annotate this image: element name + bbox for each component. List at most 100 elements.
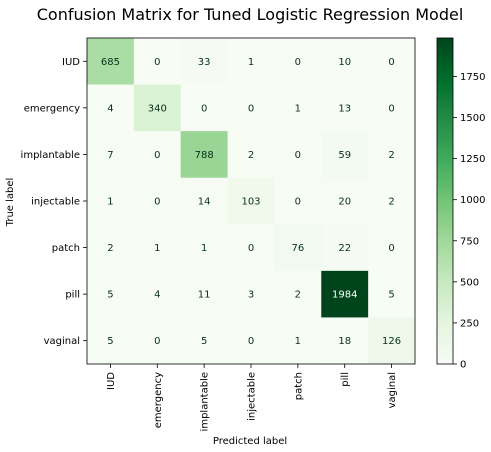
x-tick-label: IUD [106, 372, 117, 390]
heatmap-cell [274, 224, 322, 272]
heatmap-cell [133, 177, 182, 225]
x-tick-label: injectable [247, 372, 258, 421]
colorbar-tick-label: 1250 [460, 154, 485, 165]
y-tick-label: emergency [24, 103, 80, 114]
heatmap-cell [368, 177, 416, 225]
cell-value-label: 1 [201, 243, 207, 254]
heatmap-cell [87, 224, 135, 272]
colorbar-tick-label: 750 [460, 236, 479, 247]
heatmap-cell [180, 84, 229, 132]
heatmap-cell [368, 84, 416, 132]
cell-value-label: 11 [198, 290, 211, 301]
heatmap-cell [87, 177, 135, 225]
heatmap-cell [321, 224, 369, 272]
cell-value-label: 4 [107, 103, 113, 114]
heatmap-cell [274, 84, 322, 132]
heatmap-cell [180, 38, 229, 86]
cell-value-label: 3 [248, 290, 254, 301]
heatmap-cell [87, 131, 135, 179]
cell-value-label: 1 [107, 197, 113, 208]
cell-value-label: 126 [382, 336, 401, 347]
heatmap-cell [133, 38, 182, 86]
cell-value-label: 788 [195, 150, 214, 161]
cell-value-label: 0 [154, 336, 160, 347]
y-axis-label: True label [5, 178, 16, 228]
colorbar-tick-label: 1750 [460, 72, 485, 83]
cell-value-label: 0 [388, 243, 394, 254]
heatmap-cell [227, 224, 275, 272]
colorbar-tick-label: 1500 [460, 113, 485, 124]
cell-value-label: 0 [295, 197, 301, 208]
cell-value-label: 0 [388, 57, 394, 68]
cell-value-label: 2 [107, 243, 113, 254]
heatmap-cell [227, 84, 275, 132]
heatmap-cell [133, 84, 182, 132]
cell-value-label: 0 [154, 57, 160, 68]
cell-value-label: 1 [295, 336, 301, 347]
heatmap-cell [368, 38, 416, 86]
heatmap-cell [180, 317, 229, 365]
x-tick-label: patch [293, 372, 304, 400]
y-tick-label: patch [52, 243, 80, 254]
heatmap-cell [227, 38, 275, 86]
cell-value-label: 22 [338, 243, 351, 254]
heatmap-cell [227, 317, 275, 365]
heatmap-cell [227, 270, 275, 318]
cell-value-label: 59 [338, 150, 351, 161]
heatmap-cell [321, 317, 369, 365]
colorbar-tick-label: 250 [460, 318, 479, 329]
cell-value-label: 0 [154, 150, 160, 161]
x-tick-label: implantable [200, 372, 211, 431]
colorbar: 0 250 500 750 1000 1250 1500 1750 [436, 37, 485, 371]
heatmap-cell [87, 317, 135, 365]
x-tick-label: emergency [153, 372, 164, 428]
cell-value-label: 5 [388, 290, 394, 301]
cell-value-label: 0 [388, 103, 394, 114]
cell-value-label: 76 [291, 243, 304, 254]
heatmap-cell [321, 131, 369, 179]
cell-value-label: 685 [101, 57, 120, 68]
y-tick-label: vaginal [44, 336, 80, 347]
cell-value-label: 0 [154, 197, 160, 208]
heatmap-group: 685 0 33 1 0 10 04 340 0 0 1 13 07 0 788 2 0 59 21 0 14 103 0 2… [86, 37, 416, 365]
cell-value-label: 2 [388, 197, 394, 208]
chart-title: Confusion Matrix for Tuned Logistic Regr… [37, 5, 464, 24]
heatmap-cell [87, 38, 135, 86]
heatmap-cell [274, 38, 322, 86]
colorbar-tick-label: 1000 [460, 195, 485, 206]
cell-value-label: 0 [201, 103, 207, 114]
heatmap-cell [274, 317, 322, 365]
heatmap-cell [133, 317, 182, 365]
heatmap-cell [274, 177, 322, 225]
heatmap-cell [87, 84, 135, 132]
y-tick-label: pill [65, 290, 80, 301]
heatmap-cell [133, 224, 182, 272]
heatmap-cell [368, 270, 416, 318]
heatmap-cell [180, 270, 229, 318]
heatmap-cell [227, 131, 275, 179]
heatmap-cell [180, 224, 229, 272]
x-tick-label: vaginal [387, 372, 398, 408]
x-tick-labels: IUD emergency implantable injectable patch pi… [106, 364, 398, 431]
heatmap-cell [180, 177, 229, 225]
heatmap-cell [321, 38, 369, 86]
heatmap-cell [87, 270, 135, 318]
cell-value-label: 0 [295, 150, 301, 161]
y-tick-label: injectable [31, 197, 80, 208]
cell-value-label: 33 [198, 57, 211, 68]
cell-value-label: 103 [241, 197, 260, 208]
cell-value-label: 1 [248, 57, 254, 68]
heatmap-cell [274, 131, 322, 179]
cell-value-label: 5 [201, 336, 207, 347]
heatmap-cell [368, 131, 416, 179]
cell-value-label: 0 [248, 103, 254, 114]
colorbar-gradient [436, 37, 454, 365]
cell-value-label: 0 [248, 243, 254, 254]
heatmap-cell [133, 270, 182, 318]
colorbar-tick-label: 500 [460, 277, 479, 288]
y-tick-label: implantable [21, 150, 80, 161]
y-tick-labels: IUD emergency implantable injectable patch pi… [21, 57, 87, 347]
cell-value-label: 1 [154, 243, 160, 254]
cell-value-label: 5 [107, 336, 113, 347]
